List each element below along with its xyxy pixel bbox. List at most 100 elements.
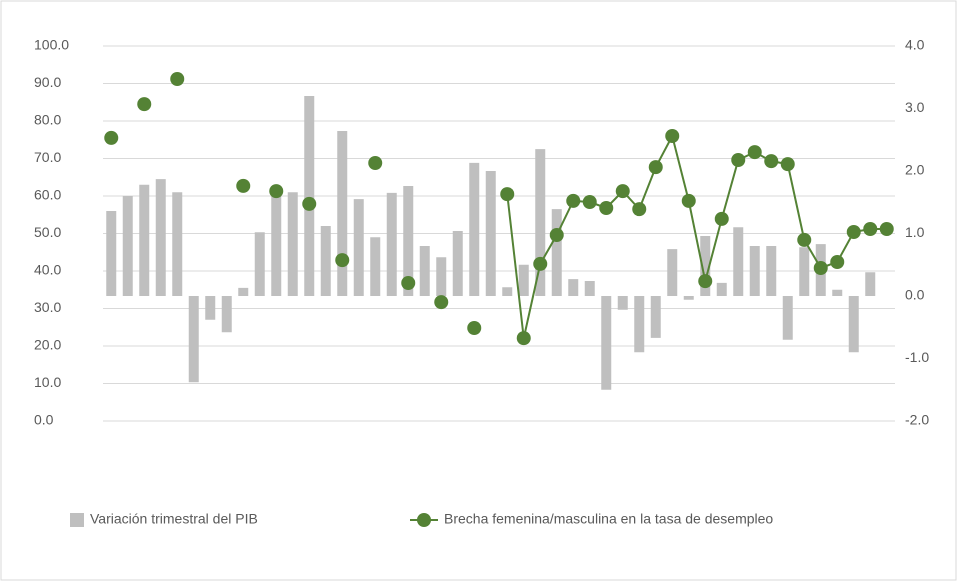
bar (584, 281, 595, 296)
dot (368, 156, 383, 170)
dot (780, 157, 795, 172)
dot (830, 255, 845, 269)
bar (106, 211, 117, 296)
y-tick-label: 90.0 (34, 74, 61, 90)
y2-tick-label: -1.0 (905, 349, 929, 365)
bar (122, 196, 133, 296)
y2-tick-label: 3.0 (905, 99, 925, 115)
dot (632, 202, 647, 217)
dot (714, 211, 729, 226)
bar (832, 289, 843, 296)
y-tick-label: 40.0 (34, 262, 61, 278)
dot (467, 321, 482, 335)
bar (386, 192, 397, 296)
bar (205, 296, 216, 320)
y-tick-label: 20.0 (34, 337, 61, 353)
bar (667, 249, 678, 296)
dot (731, 153, 746, 167)
y-tick-label: 100.0 (34, 37, 69, 53)
dot (747, 145, 762, 160)
bar (139, 184, 150, 296)
dot (599, 201, 614, 215)
dot (236, 178, 251, 193)
bar (155, 179, 166, 296)
bar (766, 246, 777, 296)
bar (403, 186, 414, 296)
dot (681, 193, 696, 208)
y-tick-label: 10.0 (34, 374, 61, 390)
bar (650, 296, 661, 338)
bar (353, 199, 364, 296)
y2-tick-label: -2.0 (905, 412, 929, 428)
dot (516, 331, 531, 346)
bar (799, 247, 810, 296)
bar (848, 296, 859, 353)
bar (419, 246, 430, 296)
bar (617, 296, 628, 310)
bar (254, 232, 265, 296)
dot (533, 256, 548, 271)
legend-swatch (417, 513, 431, 527)
dot (335, 253, 350, 268)
bar (551, 209, 562, 296)
bar (700, 236, 711, 296)
bar (485, 171, 496, 296)
bar (271, 196, 282, 296)
legend-swatch (70, 513, 84, 527)
y-tick-label: 70.0 (34, 149, 61, 165)
y2-tick-label: 1.0 (905, 224, 925, 240)
y-tick-label: 30.0 (34, 299, 61, 315)
bar (172, 192, 183, 296)
y2-tick-label: 2.0 (905, 162, 925, 178)
y-tick-label: 0.0 (34, 412, 54, 428)
bar (733, 227, 744, 296)
bar (287, 192, 298, 296)
bar (452, 231, 463, 296)
legend-label: Brecha femenina/masculina en la tasa de … (444, 511, 773, 527)
dot (879, 222, 894, 236)
y2-tick-label: 4.0 (905, 37, 925, 53)
bar (782, 296, 793, 340)
dot (434, 295, 449, 310)
dot (549, 228, 564, 242)
bar (436, 257, 447, 296)
legend-label: Variación trimestral del PIB (90, 511, 258, 527)
bar (221, 296, 232, 333)
dot (665, 129, 680, 143)
dot (648, 160, 663, 175)
dot (582, 195, 597, 209)
bar (337, 131, 348, 296)
y-tick-label: 80.0 (34, 112, 61, 128)
dot (302, 196, 317, 211)
dot (863, 222, 878, 236)
bar (634, 296, 645, 353)
dot (698, 274, 713, 289)
bar (502, 287, 513, 296)
bar (304, 96, 315, 296)
dot (566, 193, 581, 208)
bar (370, 237, 381, 296)
bar (749, 246, 760, 296)
dot (104, 130, 119, 145)
bar (238, 287, 249, 296)
y-tick-label: 60.0 (34, 187, 61, 203)
bar (188, 296, 199, 383)
bar (683, 296, 694, 300)
bar (535, 149, 546, 296)
dot (797, 232, 812, 247)
dot (764, 154, 779, 169)
dot (137, 97, 152, 112)
bar (716, 282, 727, 296)
dot (401, 276, 416, 290)
bar (320, 226, 331, 296)
y-tick-label: 50.0 (34, 224, 61, 240)
bar (568, 279, 579, 296)
bar (469, 162, 480, 296)
dot (615, 184, 630, 199)
bar (865, 272, 876, 296)
dot (269, 184, 284, 199)
dot (813, 261, 828, 275)
dot (500, 187, 515, 202)
bar (601, 296, 612, 390)
